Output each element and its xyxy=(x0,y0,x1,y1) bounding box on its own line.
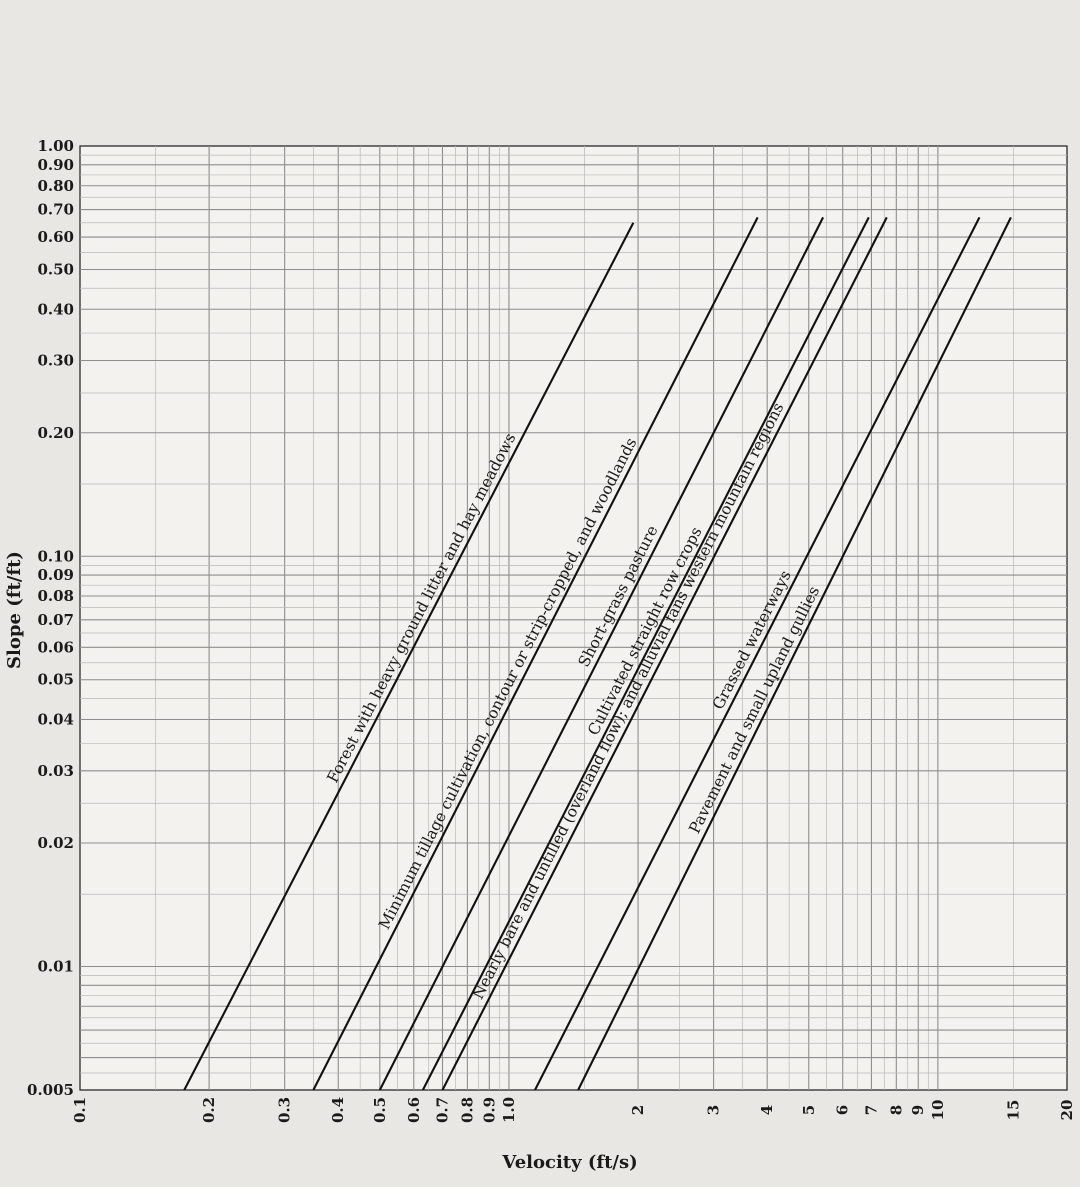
series-line xyxy=(183,222,635,1091)
x-tick-label: 0.7 xyxy=(433,1097,451,1123)
x-tick-label: 15 xyxy=(1004,1100,1022,1121)
y-tick-label: 0.40 xyxy=(37,300,74,318)
series-line xyxy=(441,216,888,1091)
x-tick-label: 0.8 xyxy=(458,1097,476,1123)
y-tick-label: 0.06 xyxy=(37,638,74,656)
series-line xyxy=(577,216,1012,1091)
x-tick-label: 0.6 xyxy=(405,1097,423,1123)
plot-area xyxy=(79,145,1068,1091)
x-tick-label: 9 xyxy=(909,1105,927,1115)
y-tick-label: 0.07 xyxy=(37,611,74,629)
x-tick-label: 20 xyxy=(1058,1100,1076,1121)
x-tick-label: 0.2 xyxy=(200,1097,218,1123)
x-tick-label: 8 xyxy=(887,1105,905,1115)
y-tick-label: 0.50 xyxy=(37,260,74,278)
x-tick-label: 6 xyxy=(834,1105,852,1115)
y-tick-label: 0.09 xyxy=(37,566,74,584)
y-tick-label: 0.30 xyxy=(37,352,74,370)
y-tick-label: 0.10 xyxy=(37,547,74,565)
y-tick-label: 0.05 xyxy=(37,671,74,689)
y-tick-label: 0.005 xyxy=(27,1081,74,1099)
series-line xyxy=(378,216,825,1091)
x-tick-label: 10 xyxy=(929,1100,947,1121)
x-tick-label: 1.0 xyxy=(500,1097,518,1123)
grid xyxy=(80,146,1067,1090)
y-tick-label: 0.60 xyxy=(37,228,74,246)
x-tick-label: 0.1 xyxy=(71,1097,89,1123)
series-lines xyxy=(183,216,1012,1091)
x-tick-label: 4 xyxy=(758,1105,776,1115)
series-line xyxy=(312,216,759,1091)
series-line xyxy=(421,216,870,1091)
y-tick-label: 0.03 xyxy=(37,762,74,780)
y-tick-label: 0.70 xyxy=(37,201,74,219)
x-tick-label: 5 xyxy=(800,1105,818,1115)
y-tick-label: 0.90 xyxy=(37,156,74,174)
y-tick-label: 0.04 xyxy=(37,711,74,729)
y-tick-label: 0.80 xyxy=(37,177,74,195)
x-tick-label: 0.5 xyxy=(371,1097,389,1123)
x-tick-label: 0.4 xyxy=(329,1097,347,1123)
y-tick-label: 0.01 xyxy=(37,958,74,976)
tick-labels: 0.005 0.01 0.02 0.03 0.04 0.05 0.06 0.07 0.08 0.0… xyxy=(27,137,1076,1123)
y-tick-label: 0.08 xyxy=(37,587,74,605)
y-axis-title: Slope (ft/ft) xyxy=(4,551,25,669)
y-tick-label: 0.02 xyxy=(37,834,74,852)
series-line xyxy=(534,216,981,1091)
x-tick-label: 0.9 xyxy=(480,1097,498,1123)
x-tick-label: 2 xyxy=(629,1105,647,1115)
x-tick-label: 0.3 xyxy=(276,1097,294,1123)
y-tick-label: 1.00 xyxy=(37,137,74,155)
x-tick-label: 3 xyxy=(705,1105,723,1115)
y-tick-label: 0.20 xyxy=(37,424,74,442)
x-tick-label: 7 xyxy=(862,1105,880,1115)
x-axis-title: Velocity (ft/s) xyxy=(501,1152,637,1173)
